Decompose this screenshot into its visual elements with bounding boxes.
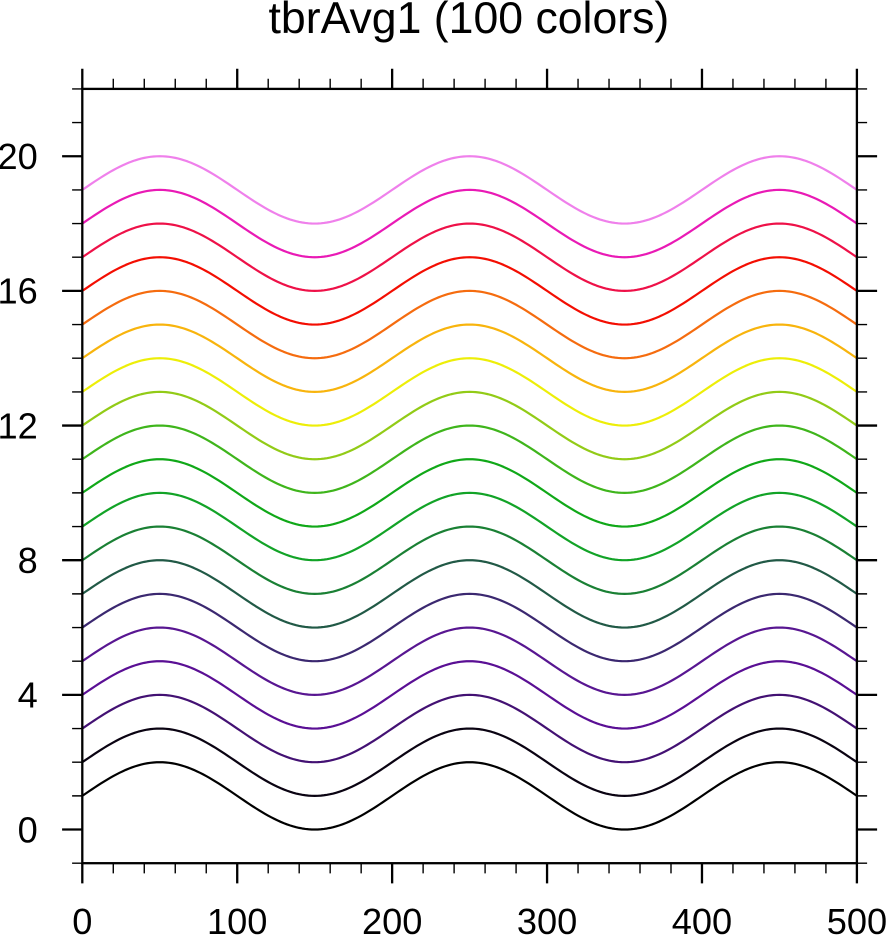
svg-text:8: 8: [18, 540, 38, 581]
svg-text:0: 0: [72, 901, 92, 935]
svg-text:200: 200: [362, 901, 422, 935]
svg-text:20: 20: [0, 136, 38, 177]
svg-text:0: 0: [18, 809, 38, 850]
svg-text:12: 12: [0, 405, 38, 446]
svg-text:4: 4: [18, 675, 38, 716]
svg-text:100: 100: [207, 901, 267, 935]
svg-text:tbrAvg1 (100 colors): tbrAvg1 (100 colors): [269, 0, 670, 43]
svg-text:300: 300: [517, 901, 577, 935]
svg-text:400: 400: [672, 901, 732, 935]
svg-text:500: 500: [827, 901, 886, 935]
svg-text:16: 16: [0, 271, 38, 312]
